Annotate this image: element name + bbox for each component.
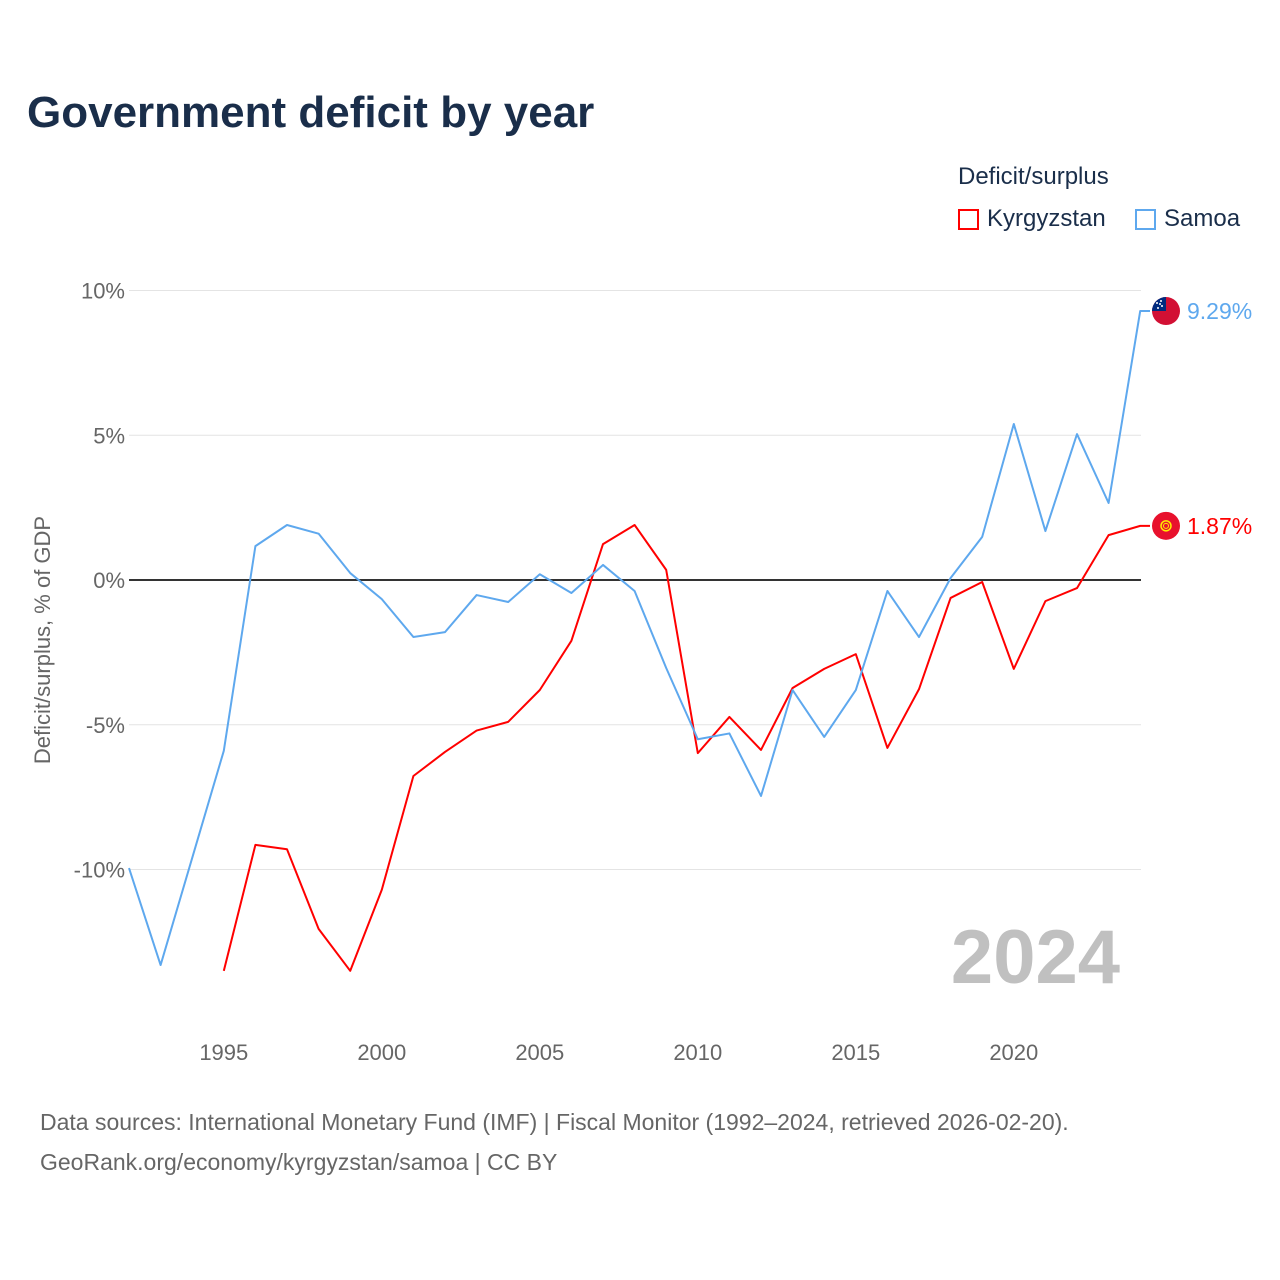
y-tick-label: 5% (93, 423, 125, 448)
y-tick-label: 0% (93, 568, 125, 593)
flag-bg (1152, 511, 1180, 540)
end-label-kyrgyzstan: 1.87% (1187, 513, 1252, 539)
kyrgyzstan-flag-icon (1152, 511, 1180, 540)
legend-item-kyrgyzstan[interactable]: Kyrgyzstan (958, 205, 1106, 233)
samoa-flag-icon (1152, 297, 1180, 326)
flag-star (1159, 303, 1161, 306)
y-tick-label: 10% (81, 279, 125, 304)
series-line-kyrgyzstan (222, 523, 1150, 972)
legend-title: Deficit/surplus (958, 163, 1109, 190)
x-tick-label: 2010 (673, 1040, 722, 1065)
year-watermark: 2024 (951, 915, 1120, 1000)
flag-sun-inner (1163, 522, 1169, 529)
legend-swatch-kyrgyzstan (958, 208, 979, 230)
attribution-link[interactable]: GeoRank.org/economy/kyrgyzstan/samoa | C… (40, 1149, 558, 1175)
legend-item-samoa[interactable]: Samoa (1135, 205, 1240, 233)
flag-star (1161, 305, 1163, 308)
x-tick-label: 2020 (989, 1040, 1038, 1065)
flag-star (1160, 300, 1162, 303)
y-tick-label: -10% (74, 858, 125, 883)
legend-label: Samoa (1164, 205, 1241, 232)
flag-star (1157, 307, 1159, 310)
legend-label: Kyrgyzstan (987, 205, 1106, 232)
end-label-samoa: 9.29% (1187, 298, 1252, 324)
y-axis-label: Deficit/surplus, % of GDP (30, 516, 55, 764)
x-tick-label: 1995 (199, 1040, 248, 1065)
x-tick-label: 2015 (831, 1040, 880, 1065)
chart-title: Government deficit by year (27, 88, 595, 137)
x-tick-label: 2000 (357, 1040, 406, 1065)
series-line-samoa (128, 310, 1150, 967)
y-tick-label: -5% (86, 713, 125, 738)
data-sources: Data sources: International Monetary Fun… (40, 1109, 1069, 1135)
flag-sun (1160, 520, 1172, 532)
legend-swatch-samoa (1135, 208, 1156, 230)
x-tick-label: 2005 (515, 1040, 564, 1065)
flag-star (1156, 302, 1158, 305)
